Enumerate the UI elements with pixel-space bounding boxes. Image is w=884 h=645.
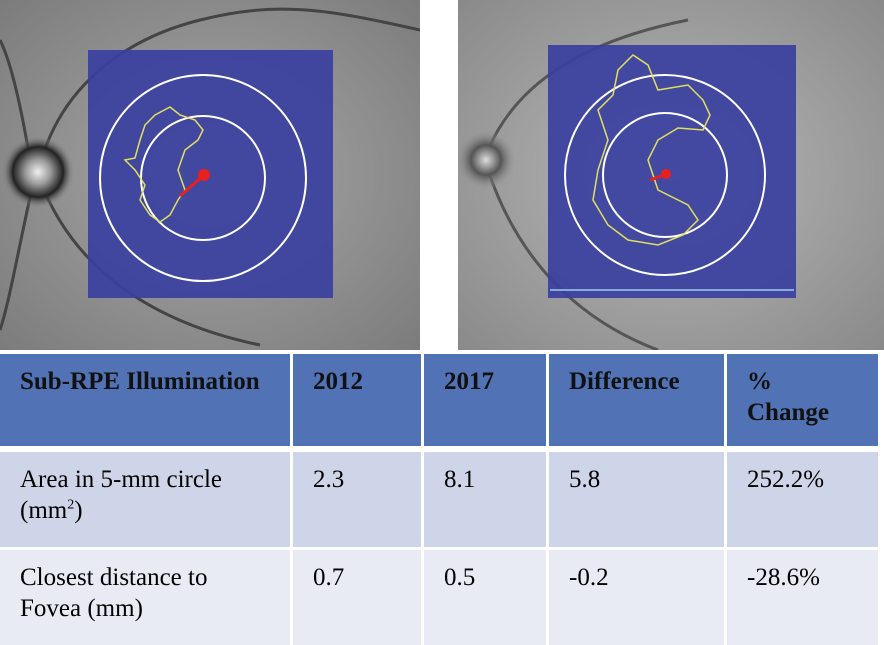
- inner-circle: [602, 112, 728, 238]
- illumination-map-overlay: [88, 50, 333, 298]
- header-cell: % Change: [727, 354, 878, 452]
- header-cell: 2017: [424, 354, 546, 452]
- table-row: Closest distance to Fovea (mm) 0.7 0.5 -…: [0, 550, 878, 645]
- row-label: Closest distance to Fovea (mm): [0, 550, 290, 645]
- fundus-image-2017: [458, 0, 884, 350]
- lesion-contour: [592, 54, 711, 246]
- row-label-text: Area in 5-mm circle (mm: [20, 466, 222, 524]
- row-label: Area in 5-mm circle (mm2): [0, 452, 290, 550]
- table-header-row: Sub-RPE Illumination 2012 2017 Differenc…: [0, 354, 878, 452]
- sub-rpe-illumination-table: Sub-RPE Illumination 2012 2017 Differenc…: [0, 354, 881, 645]
- optic-disc: [2, 136, 74, 208]
- table-cell: 5.8: [549, 452, 724, 550]
- lesion-contour: [123, 106, 204, 223]
- optic-disc: [458, 130, 516, 190]
- table-cell: 8.1: [424, 452, 546, 550]
- table-cell: 2.3: [293, 452, 421, 550]
- header-cell: 2012: [293, 354, 421, 452]
- table-cell: -0.2: [549, 550, 724, 645]
- header-cell: Difference: [549, 354, 724, 452]
- table-cell: -28.6%: [727, 550, 878, 645]
- header-cell: Sub-RPE Illumination: [0, 354, 290, 452]
- table-row: Area in 5-mm circle (mm2) 2.3 8.1 5.8 25…: [0, 452, 878, 550]
- fundus-image-2012: [0, 0, 420, 350]
- row-label-end: ): [74, 497, 83, 524]
- superscript: 2: [67, 497, 75, 513]
- fovea-marker: [661, 169, 671, 179]
- illumination-map-overlay: [548, 45, 796, 298]
- table-cell: 0.5: [424, 550, 546, 645]
- table-cell: 0.7: [293, 550, 421, 645]
- distance-line: [179, 174, 204, 198]
- outer-circle: [99, 74, 307, 282]
- table-cell: 252.2%: [727, 452, 878, 550]
- fovea-marker: [198, 169, 210, 181]
- outer-circle: [564, 74, 766, 276]
